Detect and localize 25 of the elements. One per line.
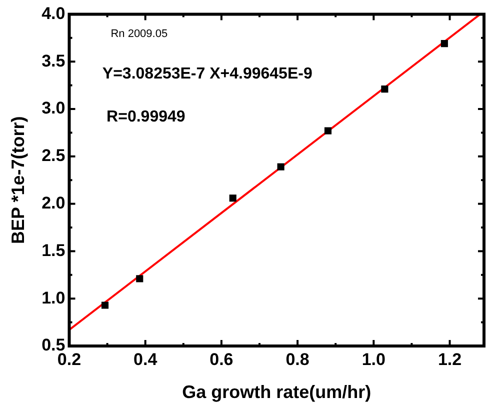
point [440,40,448,48]
y-tick-label: 3.5 [42,51,66,70]
y-tick-label: 3.0 [42,98,66,118]
annotation: Y=3.08253E-7 X+4.99645E-9 [102,65,312,82]
x-tick-label: 0.6 [210,350,234,369]
point [324,127,332,134]
x-tick-label: 0.4 [134,350,158,369]
annotation: Rn 2009.05 [110,28,168,40]
y-tick-label: 4.0 [42,4,66,23]
point [101,302,109,309]
x-axis-title: Ga growth rate(um/hr) [182,382,372,402]
y-tick-label: 2.5 [42,146,66,166]
point [381,86,388,93]
point [277,163,284,170]
x-tick-label: 1.2 [438,350,462,369]
point [136,275,144,282]
point [229,194,236,202]
x-tick-label: 1.0 [362,350,386,369]
y-tick-label: 2.0 [42,193,66,212]
y-axis-title: BEP *1e-7(torr) [8,116,28,244]
annotation: R=0.99949 [106,108,186,126]
y-tick-label: 1.5 [42,240,66,260]
x-tick-label: 0.8 [286,350,310,369]
y-tick-label: 1.0 [42,288,66,308]
x-tick-label: 0.2 [57,350,82,369]
